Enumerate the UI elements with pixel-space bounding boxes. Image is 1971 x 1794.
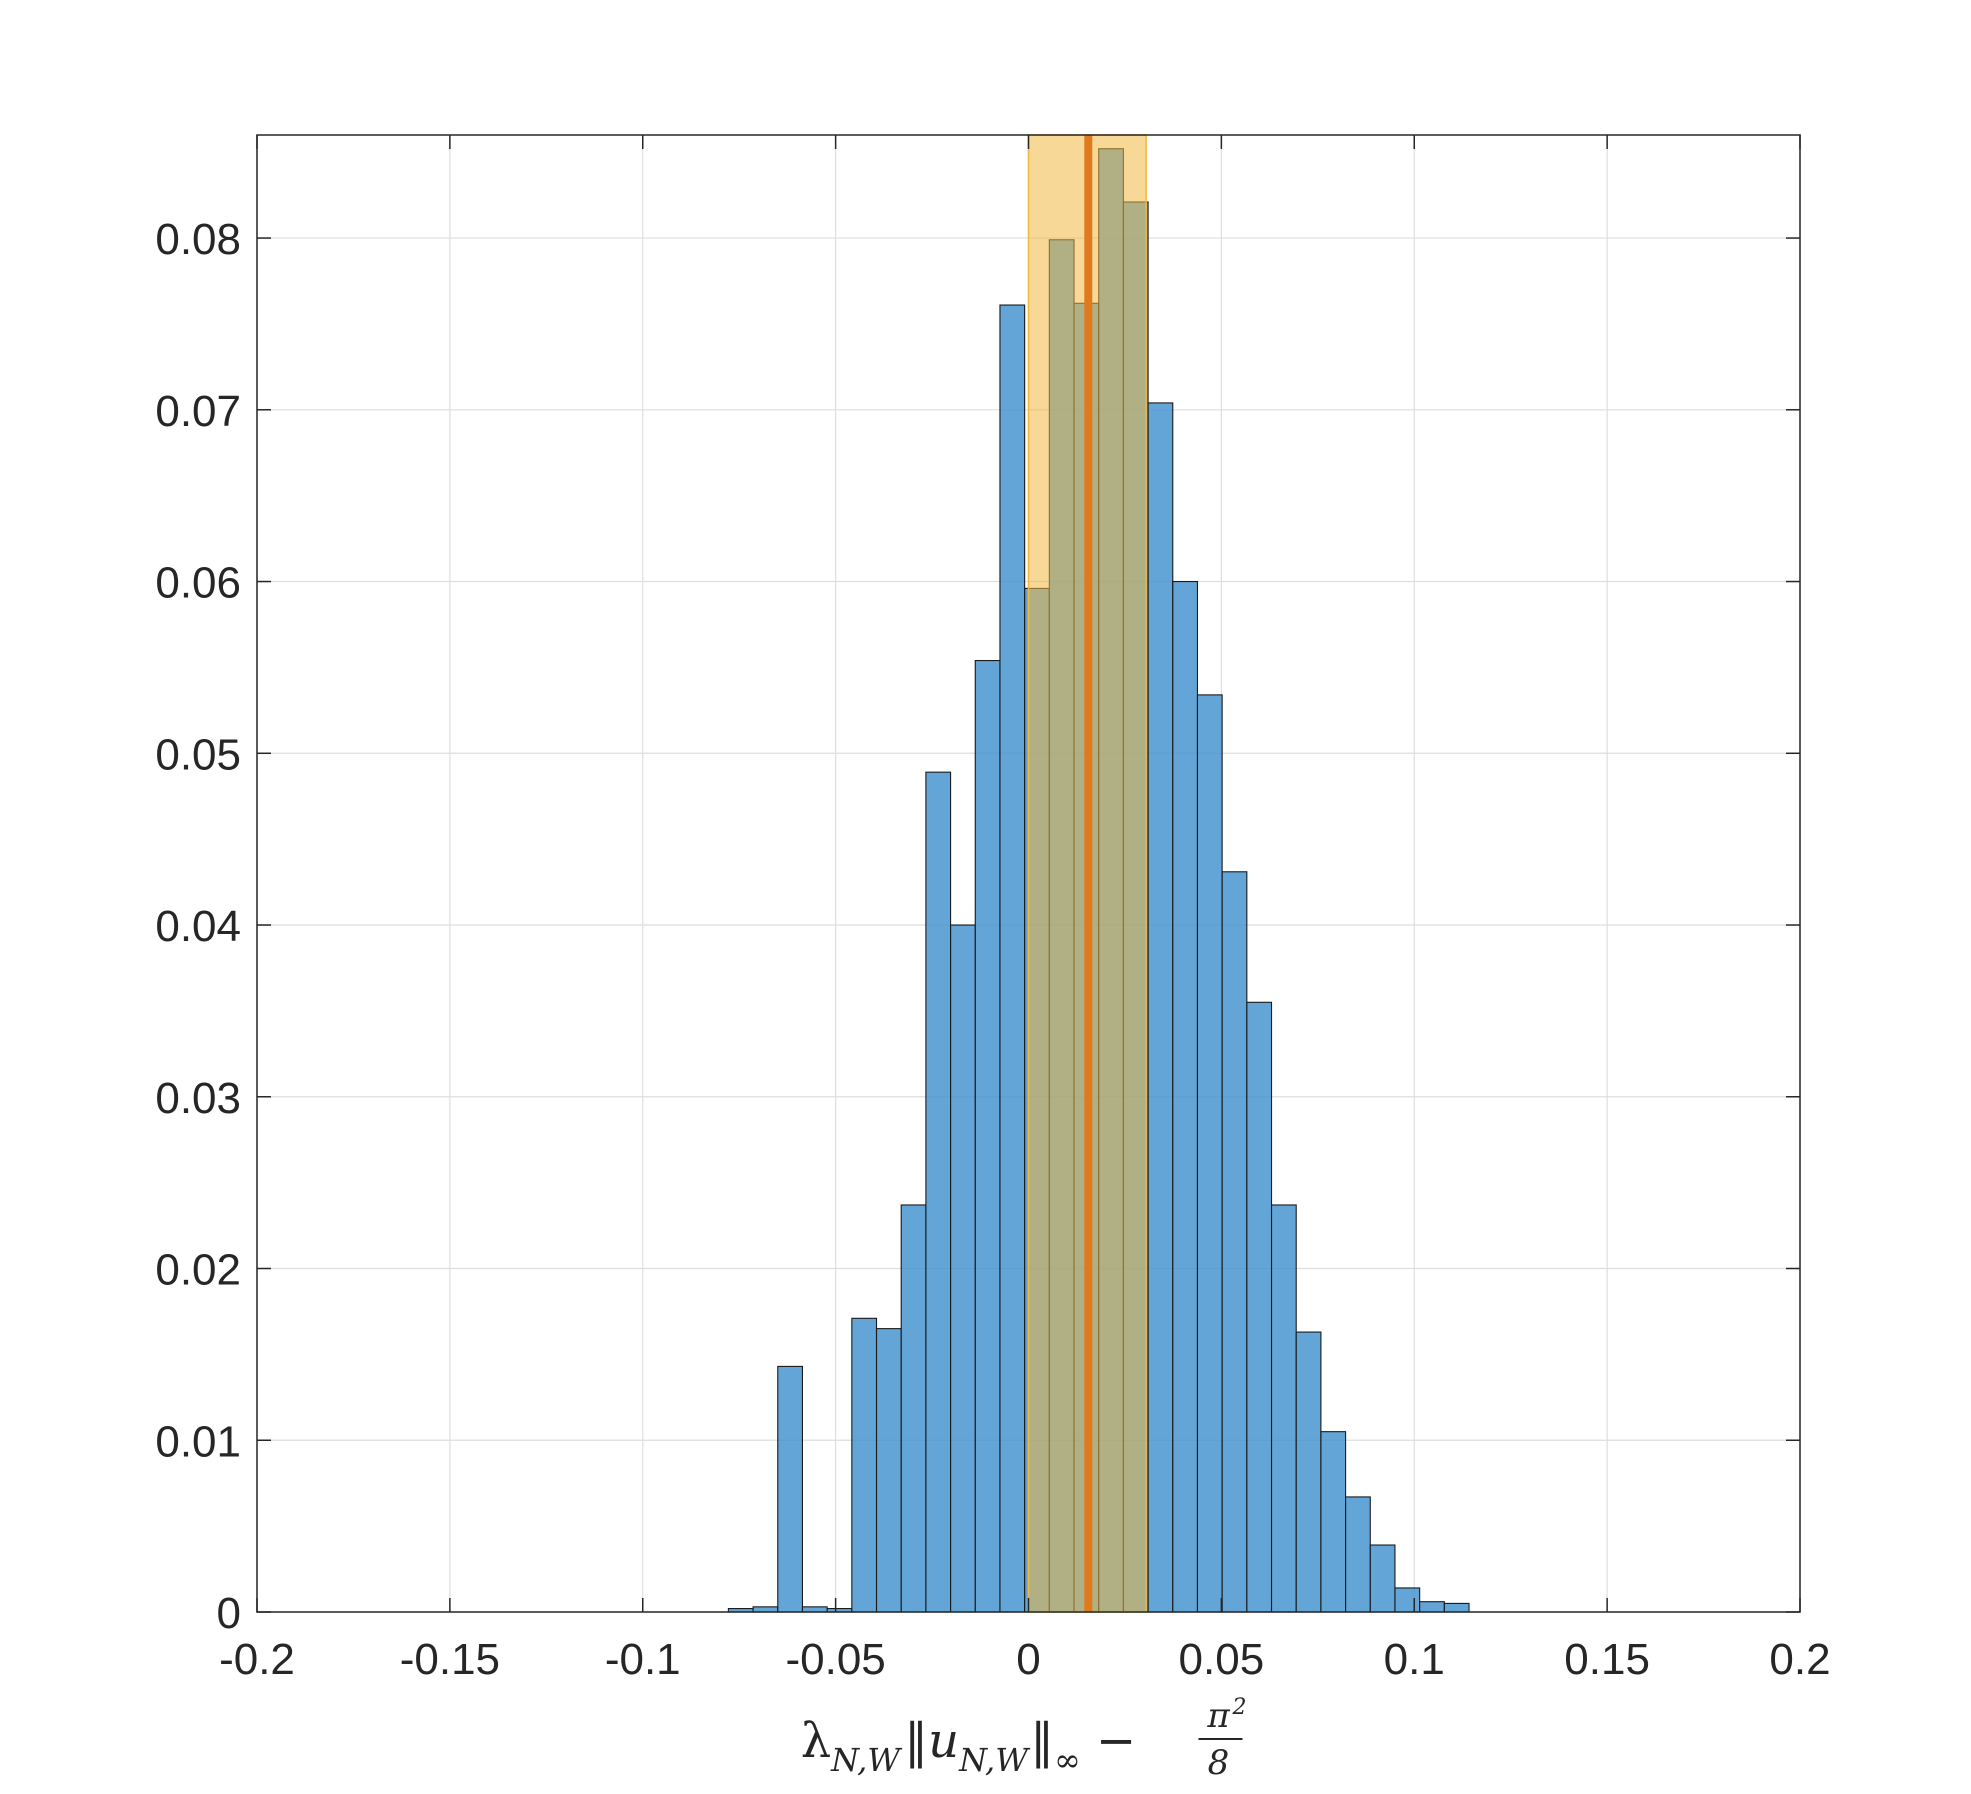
x-tick-label: 0 <box>1016 1635 1040 1684</box>
histogram-bar <box>1394 1587 1421 1613</box>
svg-text:2: 2 <box>1232 1695 1247 1720</box>
histogram-bar <box>777 1365 804 1613</box>
histogram-bar <box>974 659 1001 1613</box>
histogram-bar <box>1270 1204 1297 1613</box>
x-axis-label: λN,W‖uN,W‖∞ − π 28 <box>801 1695 1247 1783</box>
histogram-bar <box>1369 1544 1396 1613</box>
histogram-bar <box>1172 580 1199 1613</box>
y-tick-label: 0.06 <box>155 559 241 608</box>
histogram-bar <box>1443 1602 1470 1613</box>
histogram-bar <box>1147 402 1174 1613</box>
x-tick-label: -0.05 <box>785 1635 885 1684</box>
histogram-bar <box>801 1606 828 1613</box>
histogram-bar <box>1196 694 1223 1613</box>
y-tick-label: 0.03 <box>155 1074 241 1123</box>
histogram-bar <box>925 771 952 1613</box>
x-tick-label: 0.15 <box>1564 1635 1650 1684</box>
histogram-bar <box>900 1204 927 1613</box>
histogram-bar <box>1320 1431 1347 1613</box>
y-tick-label: 0.02 <box>155 1246 241 1295</box>
y-tick-label: 0 <box>217 1589 241 1638</box>
histogram-bar <box>875 1328 902 1613</box>
svg-text:8: 8 <box>1208 1743 1230 1783</box>
histogram-bar <box>752 1606 779 1613</box>
x-tick-label: -0.15 <box>400 1635 500 1684</box>
y-tick-label: 0.08 <box>155 215 241 264</box>
x-axis-label-text: λN,W‖uN,W‖∞ − <box>801 1713 1137 1779</box>
x-tick-labels: -0.2 -0.15 -0.1 -0.05 0 0.05 0.1 0.15 0.2 <box>219 1635 1831 1684</box>
histogram-bar <box>851 1317 878 1613</box>
x-tick-label: 0.1 <box>1384 1635 1445 1684</box>
histogram-bar <box>999 304 1026 1613</box>
y-tick-label: 0.04 <box>155 902 241 951</box>
x-tick-label: -0.2 <box>219 1635 295 1684</box>
y-tick-labels: 0 0.01 0.02 0.03 0.04 0.05 0.06 0.07 0.08 <box>155 215 241 1638</box>
histogram-bar <box>1246 1001 1273 1613</box>
histogram-bar <box>1295 1331 1322 1613</box>
histogram-bar <box>950 924 976 1613</box>
x-tick-label: -0.1 <box>605 1635 681 1684</box>
histogram-bar <box>1221 871 1248 1613</box>
svg-text:π: π <box>1206 1696 1230 1736</box>
y-tick-label: 0.01 <box>155 1417 241 1466</box>
histogram-bar <box>1345 1496 1371 1613</box>
interval-overlay <box>1027 134 1147 1613</box>
x-axis-label-fraction: π 28 <box>1198 1695 1247 1783</box>
x-tick-label: 0.2 <box>1769 1635 1830 1684</box>
axes <box>256 134 1801 1613</box>
y-tick-label: 0.05 <box>155 730 241 779</box>
y-tick-label: 0.07 <box>155 387 241 436</box>
x-tick-label: 0.05 <box>1179 1635 1265 1684</box>
histogram-bar <box>1419 1601 1445 1613</box>
